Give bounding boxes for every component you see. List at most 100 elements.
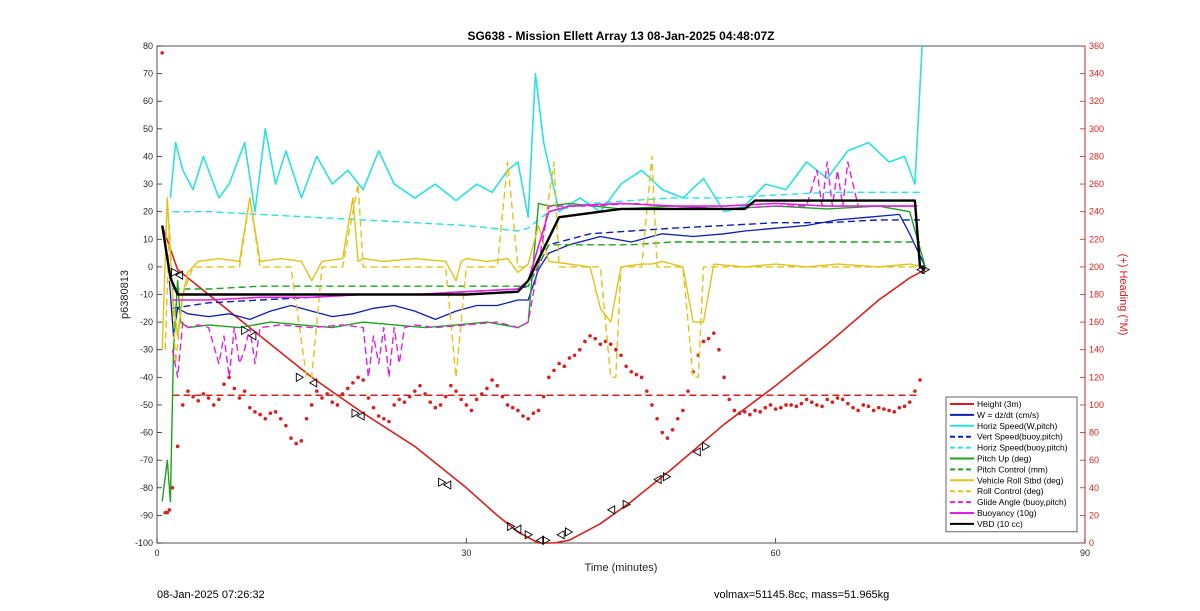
heading-point xyxy=(572,353,577,358)
right-tick-label: 260 xyxy=(1089,179,1104,189)
height-marker xyxy=(653,474,662,485)
left-tick-label: 10 xyxy=(143,234,153,244)
heading-point xyxy=(412,389,417,393)
legend-label: W = dz/dt (cm/s) xyxy=(977,410,1039,420)
heading-point xyxy=(753,408,757,413)
left-tick-label: -20 xyxy=(140,317,153,327)
heading-point xyxy=(552,368,556,373)
series-line-11 xyxy=(161,199,926,296)
heading-point xyxy=(866,404,871,409)
left-tick-label: -100 xyxy=(135,538,153,548)
right-tick-label: 200 xyxy=(1089,262,1104,272)
heading-point xyxy=(706,336,711,341)
heading-point xyxy=(773,407,778,411)
height-marker xyxy=(247,331,257,341)
heading-point xyxy=(309,403,314,407)
series-line-8 xyxy=(164,155,920,378)
height-marker xyxy=(308,378,318,388)
height-marker xyxy=(535,535,545,546)
heading-point xyxy=(242,389,247,393)
legend-label: Pitch Up (deg) xyxy=(977,454,1031,464)
heading-point xyxy=(248,405,252,410)
height-marker xyxy=(438,477,447,488)
heading-point xyxy=(670,427,675,432)
heading-point xyxy=(160,51,164,55)
heading-point xyxy=(407,394,412,399)
height-marker xyxy=(702,441,711,452)
height-marker xyxy=(921,264,931,275)
heading-point xyxy=(438,403,443,407)
legend-label: Pitch Control (mm) xyxy=(977,464,1048,474)
heading-point xyxy=(876,405,881,410)
left-tick-label: 20 xyxy=(143,207,153,217)
x-tick-label: 30 xyxy=(461,548,471,558)
heading-point xyxy=(681,408,685,413)
heading-point xyxy=(211,403,216,407)
left-tick-label: -70 xyxy=(140,455,153,465)
heading-point xyxy=(516,408,520,413)
height-marker xyxy=(556,529,565,540)
heading-point xyxy=(918,378,922,382)
heading-point xyxy=(330,400,335,404)
heading-point xyxy=(603,339,608,344)
left-axis: 80 70 60 50 40 30 20 10 0 -10 -20 -30 -40 -50 -60 -70 -8… xyxy=(135,41,162,548)
legend-label: Height (3m) xyxy=(977,399,1022,409)
heading-point xyxy=(299,439,304,443)
heading-point xyxy=(871,408,876,413)
legend-label: Buoyancy (10g) xyxy=(977,508,1037,518)
heading-point xyxy=(335,403,340,407)
heading-point xyxy=(356,375,360,380)
heading-point xyxy=(294,441,299,446)
left-tick-label: -60 xyxy=(140,428,153,438)
heading-point xyxy=(655,416,659,421)
heading-point xyxy=(531,411,536,416)
right-tick-label: 140 xyxy=(1089,345,1104,355)
left-tick-label: 0 xyxy=(148,262,153,272)
heading-point xyxy=(907,400,912,404)
chart-title: SG638 - Mission Ellett Array 13 08-Jan-2… xyxy=(467,29,774,43)
heading-point xyxy=(402,400,407,404)
heading-point xyxy=(480,392,484,396)
series-layer xyxy=(160,45,931,546)
y-axis-label-left: p6380813 xyxy=(119,270,131,319)
heading-point xyxy=(779,405,783,410)
heading-point xyxy=(835,396,840,400)
height-marker xyxy=(241,325,250,336)
heading-point xyxy=(784,403,788,407)
heading-point xyxy=(418,383,422,388)
right-axis: 3603403203002802602402202001801601401201… xyxy=(1080,41,1104,548)
legend-label: Vehicle Roll Stbd (deg) xyxy=(977,475,1064,485)
right-tick-label: 20 xyxy=(1089,510,1099,520)
left-tick-label: -80 xyxy=(140,483,153,493)
heading-point xyxy=(712,331,716,335)
heading-point xyxy=(913,389,917,393)
right-tick-label: 100 xyxy=(1089,400,1104,410)
series-line-4 xyxy=(172,191,920,232)
heading-point xyxy=(562,364,567,369)
heading-point xyxy=(809,400,814,404)
heading-point xyxy=(675,416,680,421)
heading-point xyxy=(315,389,319,393)
heading-point xyxy=(485,386,489,391)
heading-point xyxy=(495,383,500,388)
right-tick-label: 360 xyxy=(1089,41,1104,51)
legend-label: Horiz Speed(W,pitch) xyxy=(977,421,1057,431)
heading-point xyxy=(758,410,762,414)
legend-label: Vert Speed(buoy,pitch) xyxy=(977,432,1063,442)
left-tick-label: -30 xyxy=(140,345,153,355)
heading-point xyxy=(366,396,371,400)
left-tick-label: -50 xyxy=(140,400,153,410)
height-marker xyxy=(356,411,365,421)
heading-point xyxy=(191,394,195,399)
heading-point xyxy=(500,394,505,399)
heading-point xyxy=(763,405,768,410)
legend-label: VBD (10 cc) xyxy=(977,519,1023,529)
heading-point xyxy=(861,403,866,407)
left-tick-label: 80 xyxy=(143,41,153,51)
heading-point xyxy=(433,405,438,410)
series-line-0 xyxy=(161,225,926,544)
right-tick-label: 40 xyxy=(1089,483,1099,493)
legend-box xyxy=(945,396,1078,533)
series-line-6 xyxy=(172,241,920,290)
heading-point xyxy=(392,403,396,407)
